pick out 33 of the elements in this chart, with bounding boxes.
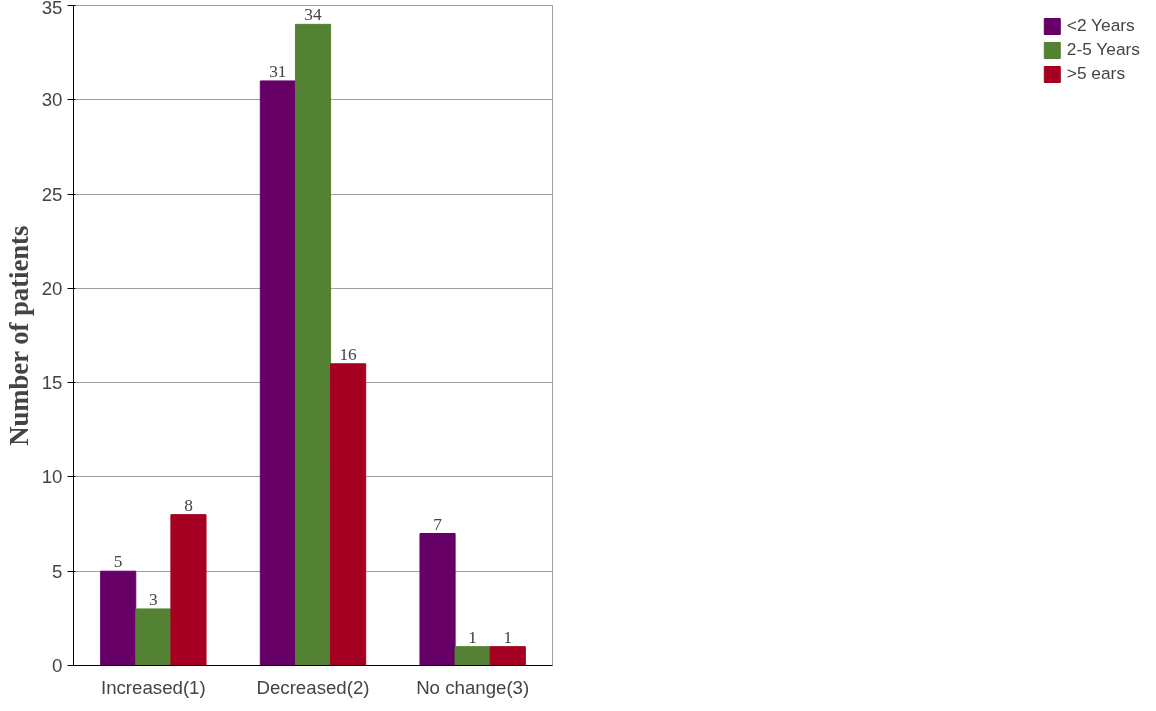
bar	[489, 646, 526, 666]
y-axis-title: Number of patients	[3, 225, 34, 446]
bar	[330, 363, 367, 666]
y-tick-label: 5	[52, 560, 63, 582]
legend-label: >5 ears	[1066, 63, 1126, 84]
legend-label: <2 Years	[1066, 15, 1135, 36]
bar	[454, 646, 491, 666]
x-tick-label: No change(3)	[416, 676, 530, 698]
x-tick-label: Decreased(2)	[256, 676, 370, 698]
x-tick-label: Increased(1)	[100, 676, 206, 698]
data-label: 1	[468, 627, 478, 647]
bar	[294, 23, 332, 666]
bar	[100, 570, 137, 666]
y-tick-label: 20	[41, 277, 63, 299]
y-tick-label: 0	[52, 655, 63, 676]
bar	[135, 608, 172, 666]
data-label: 31	[269, 61, 287, 81]
y-tick-label: 35	[41, 0, 63, 18]
y-tick-label: 30	[41, 89, 63, 111]
data-label: 16	[339, 344, 358, 364]
data-label: 3	[149, 589, 158, 609]
data-label: 34	[304, 5, 322, 25]
data-label: 1	[503, 627, 513, 647]
y-tick-label: 15	[41, 372, 63, 394]
data-label: 5	[113, 552, 123, 572]
data-label: 8	[184, 495, 193, 515]
bar	[419, 533, 456, 666]
data-label: 7	[433, 514, 443, 534]
bar	[170, 514, 207, 666]
y-tick-label: 25	[41, 183, 63, 205]
y-tick-label: 10	[41, 466, 63, 488]
bar	[259, 80, 296, 666]
legend-label: 2-5 Years	[1066, 39, 1140, 60]
